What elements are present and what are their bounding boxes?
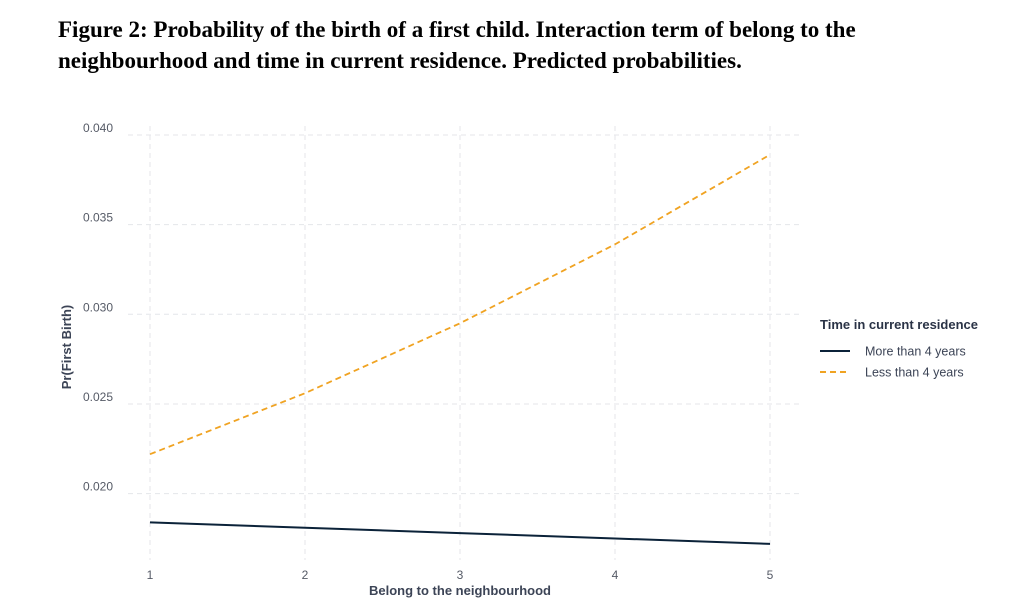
y-tick-label: 0.030 <box>83 300 113 314</box>
legend-label-1: More than 4 years <box>865 345 966 359</box>
grid <box>128 126 800 560</box>
figure-caption: Figure 2: Probability of the birth of a … <box>58 17 856 73</box>
y-tick-label: 0.040 <box>83 121 113 135</box>
x-tick-label: 3 <box>457 568 464 582</box>
legend-label-2: Less than 4 years <box>865 366 964 380</box>
y-axis-title: Pr(First Birth) <box>59 305 74 390</box>
x-tick-label: 1 <box>147 568 154 582</box>
x-axis-ticks: 1 2 3 4 5 <box>147 568 774 582</box>
x-tick-label: 4 <box>612 568 619 582</box>
y-tick-label: 0.035 <box>83 211 113 225</box>
x-axis-title: Belong to the neighbourhood <box>369 583 551 598</box>
y-tick-label: 0.025 <box>83 390 113 404</box>
y-tick-label: 0.020 <box>83 480 113 494</box>
x-tick-label: 2 <box>302 568 309 582</box>
series-line-2 <box>149 153 771 456</box>
x-tick-label: 5 <box>767 568 774 582</box>
legend: Time in current residence More than 4 ye… <box>820 317 978 380</box>
y-axis-ticks: 0.020 0.025 0.030 0.035 0.040 <box>83 121 113 494</box>
series-line-1 <box>149 521 771 545</box>
legend-title: Time in current residence <box>820 317 978 332</box>
series-lines <box>149 153 771 545</box>
